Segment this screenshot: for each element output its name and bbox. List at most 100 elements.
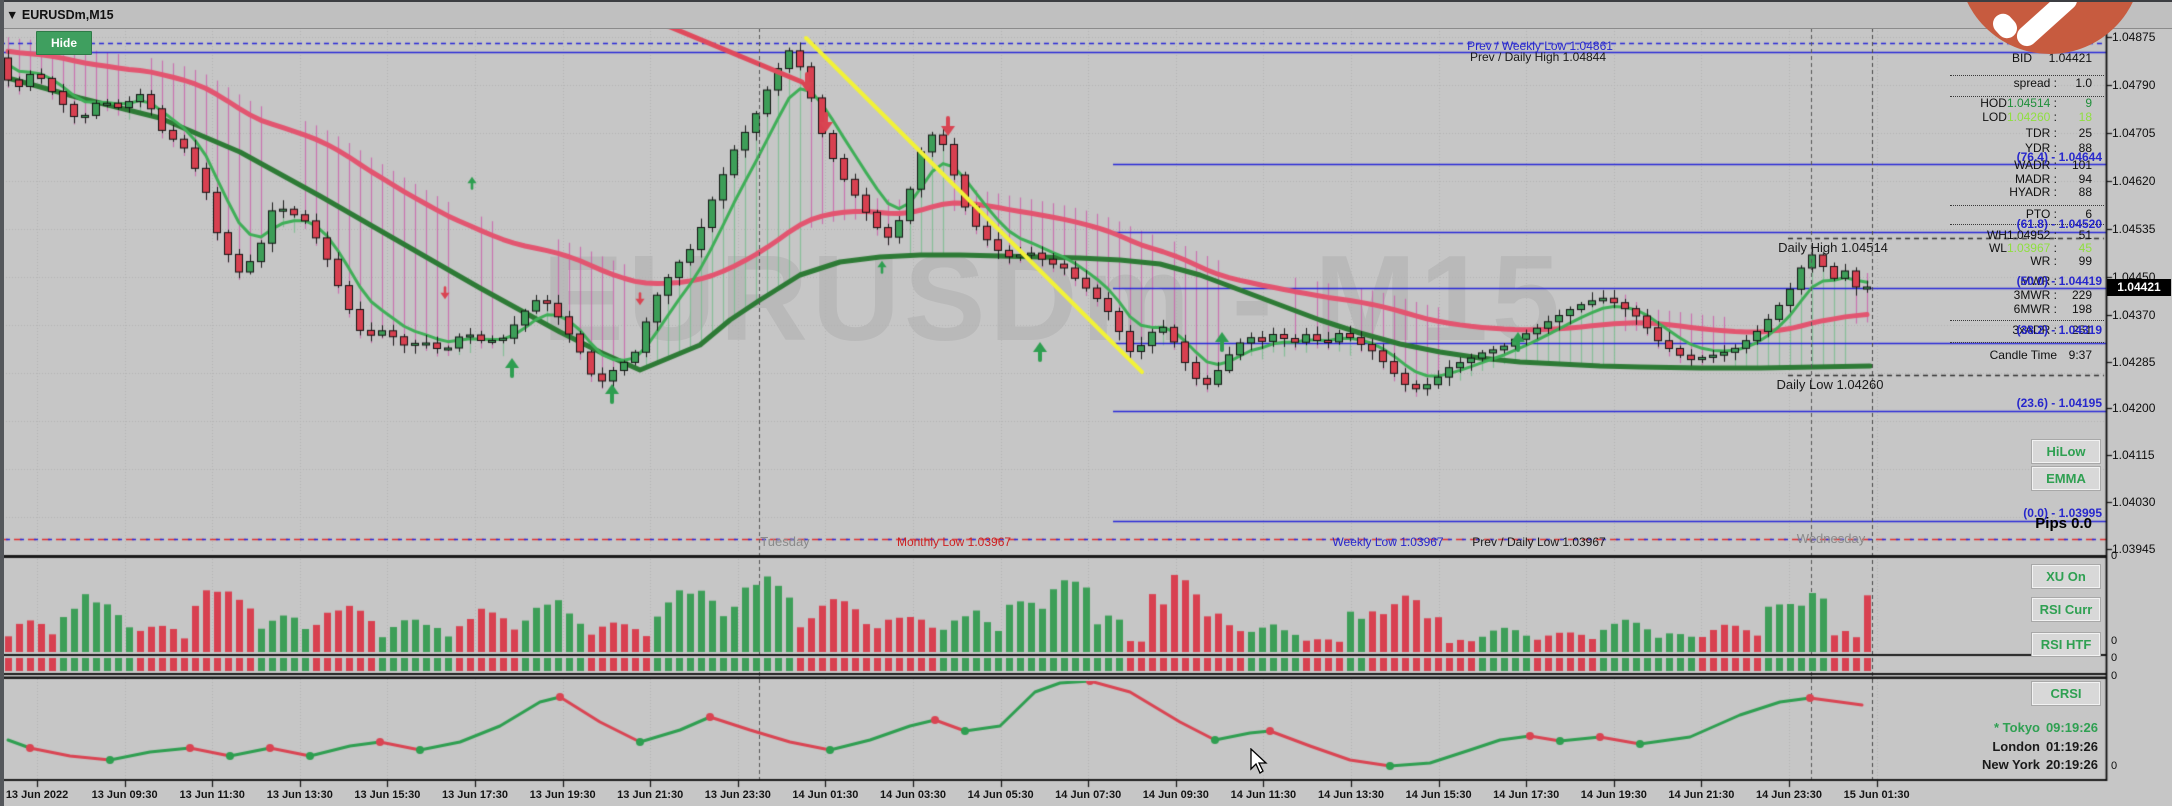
window-left-edge	[0, 0, 4, 806]
info-separator	[1950, 320, 2104, 321]
fib-level-label: (23.6) - 1.04195	[2016, 396, 2102, 410]
fib-level-label: (61.8) - 1.04520	[2016, 217, 2102, 231]
chart-annotation: Pips 0.0	[2035, 515, 2092, 532]
time-axis-label: 14 Jun 17:30	[1493, 789, 1560, 801]
info-label: 3xADR :	[2012, 323, 2057, 337]
info-label: 3MWR :	[2013, 288, 2057, 302]
info-label: spread :	[2013, 76, 2057, 90]
button-rsi-htf[interactable]: RSI HTF	[2031, 632, 2101, 657]
info-label: YDR :	[2024, 141, 2057, 155]
chart-annotation: Daily Low 1.04260	[1776, 377, 1884, 392]
price-axis-label: 1.04115	[2112, 448, 2155, 462]
button-emma[interactable]: EMMA	[2031, 466, 2101, 491]
info-label: 6MWR :	[2013, 302, 2057, 316]
scale-zero-label: 0	[2111, 652, 2118, 664]
hide-button[interactable]: Hide	[36, 31, 92, 55]
time-axis-label: 14 Jun 05:30	[967, 789, 1034, 801]
clock-label: New York	[1981, 757, 2040, 772]
info-value: 45	[2078, 241, 2092, 255]
time-axis-label: 13 Jun 19:30	[529, 789, 596, 801]
info-label: TDR :	[2025, 126, 2057, 140]
info-value: 251	[2071, 323, 2092, 337]
info-value: 18	[2078, 110, 2092, 124]
chart-annotation: Weekly Low 1.03967	[1332, 535, 1444, 549]
price-axis-label: 1.04705	[2112, 126, 2156, 140]
fib-level-label: (76.4) - 1.04644	[2016, 150, 2102, 164]
chart-annotation: Monthly Low 1.03967	[896, 535, 1012, 549]
chart-annotation: Prev / Daily High 1.04844	[1469, 50, 1607, 64]
window-top-edge	[0, 0, 2172, 2]
time-axis-label: 13 Jun 17:30	[441, 789, 509, 801]
time-axis-label: 13 Jun 23:30	[704, 789, 771, 801]
time-axis-label: 15 Jun 01:30	[1843, 789, 1910, 801]
info-label: HYADR :	[2009, 185, 2057, 199]
fib-level-label: (50.0) - 1.04419	[2016, 274, 2102, 288]
time-axis-label: 13 Jun 09:30	[91, 789, 158, 801]
time-axis-label: 13 Jun 21:30	[617, 789, 684, 801]
time-axis-label: 13 Jun 15:30	[354, 789, 421, 801]
info-value: 51	[2078, 228, 2092, 242]
scale-zero-label: 0	[2111, 635, 2118, 647]
price-axis-label: 1.04030	[2112, 495, 2156, 509]
price-axis-label: 1.04790	[2112, 78, 2156, 92]
info-label: MADR :	[2015, 172, 2057, 186]
info-value: 1.0	[2075, 76, 2092, 90]
info-label: WADR :	[2014, 158, 2057, 172]
time-axis-label: 14 Jun 03:30	[879, 789, 947, 801]
time-axis-label: 14 Jun 07:30	[1055, 789, 1122, 801]
time-axis-label: 14 Jun 15:30	[1405, 789, 1472, 801]
info-value: 229	[2071, 288, 2092, 302]
time-axis-label: 13 Jun 2022	[5, 789, 69, 801]
clock-label: * Tokyo	[1994, 720, 2040, 735]
info-value: 9:37	[2068, 348, 2092, 362]
dropdown-icon[interactable]: ▼	[6, 8, 19, 22]
button-hilow[interactable]: HiLow	[2031, 439, 2101, 464]
info-value: 101	[2071, 158, 2092, 172]
info-separator	[1950, 75, 2104, 76]
info-label: WR :	[2030, 254, 2057, 268]
info-separator	[1950, 342, 2104, 343]
info-label: HOD1.04514 :	[1980, 96, 2057, 110]
time-axis-label: 13 Jun 13:30	[266, 789, 333, 801]
time-axis-label: 14 Jun 19:30	[1580, 789, 1647, 801]
symbol-tab-bar	[0, 2, 2172, 29]
time-axis-label: 14 Jun 11:30	[1230, 789, 1297, 801]
button-xu-on[interactable]: XU On	[2031, 564, 2101, 589]
button-rsi-curr[interactable]: RSI Curr	[2031, 597, 2101, 622]
info-label: PTO :	[2025, 207, 2057, 221]
time-axis-label: 14 Jun 23:30	[1755, 789, 1823, 801]
info-label: BID	[2011, 51, 2032, 65]
chart-symbol-label: ▼ EURUSDm,M15	[6, 8, 114, 22]
price-axis-label: 1.04535	[2112, 222, 2156, 236]
button-crsi[interactable]: CRSI	[2031, 681, 2101, 706]
info-separator	[1950, 205, 2104, 206]
mouse-cursor	[1250, 748, 1268, 774]
price-axis-label: 1.04370	[2112, 308, 2156, 322]
time-axis-label: 14 Jun 01:30	[792, 789, 859, 801]
time-axis-label: 13 Jun 11:30	[179, 789, 245, 801]
time-axis-label: 14 Jun 09:30	[1142, 789, 1209, 801]
info-label: WH1.04952 :	[1986, 228, 2057, 242]
info-value: 99	[2078, 254, 2092, 268]
checkmark-icon	[2012, 0, 2082, 51]
chart-annotation: Prev / Daily Low 1.03967	[1472, 535, 1606, 549]
price-axis-label: 1.04285	[2112, 355, 2156, 369]
info-label: MWR :	[2020, 274, 2057, 288]
info-label: WL1.03967 :	[1988, 241, 2057, 255]
chart-annotation: Tuesday	[760, 534, 810, 549]
clock-time: 20:19:26	[2045, 757, 2098, 772]
scale-zero-label: 0	[2111, 550, 2118, 562]
symbol-timeframe-text: EURUSDm,M15	[21, 8, 114, 22]
info-value: 94	[2078, 172, 2092, 186]
info-separator	[1950, 224, 2104, 225]
scale-zero-label: 0	[2111, 760, 2118, 772]
time-axis-label: 14 Jun 13:30	[1317, 789, 1385, 801]
info-value: 9	[2085, 96, 2092, 110]
current-price-box: 1.04421	[2107, 279, 2171, 296]
clock-label: London	[1992, 739, 2040, 754]
price-axis-label: 1.03945	[2112, 542, 2156, 556]
clock-time: 01:19:26	[2045, 739, 2098, 754]
price-axis-label: 1.04620	[2112, 174, 2156, 188]
